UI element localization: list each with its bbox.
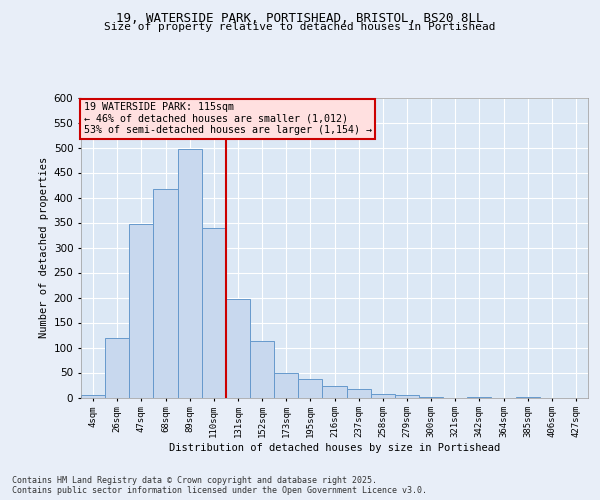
Text: Size of property relative to detached houses in Portishead: Size of property relative to detached ho…: [104, 22, 496, 32]
Bar: [347, 388, 371, 398]
Text: 19 WATERSIDE PARK: 115sqm
← 46% of detached houses are smaller (1,012)
53% of se: 19 WATERSIDE PARK: 115sqm ← 46% of detac…: [83, 102, 371, 135]
Bar: [81, 395, 105, 398]
X-axis label: Distribution of detached houses by size in Portishead: Distribution of detached houses by size …: [169, 443, 500, 453]
Bar: [371, 394, 395, 398]
Bar: [467, 396, 491, 398]
Bar: [322, 386, 347, 398]
Bar: [226, 298, 250, 398]
Bar: [105, 338, 129, 398]
Text: 19, WATERSIDE PARK, PORTISHEAD, BRISTOL, BS20 8LL: 19, WATERSIDE PARK, PORTISHEAD, BRISTOL,…: [116, 12, 484, 26]
Bar: [154, 188, 178, 398]
Bar: [274, 372, 298, 398]
Y-axis label: Number of detached properties: Number of detached properties: [40, 157, 49, 338]
Bar: [395, 394, 419, 398]
Bar: [129, 224, 154, 398]
Bar: [202, 228, 226, 398]
Bar: [298, 379, 322, 398]
Bar: [178, 149, 202, 398]
Bar: [250, 341, 274, 398]
Text: Contains HM Land Registry data © Crown copyright and database right 2025.
Contai: Contains HM Land Registry data © Crown c…: [12, 476, 427, 495]
